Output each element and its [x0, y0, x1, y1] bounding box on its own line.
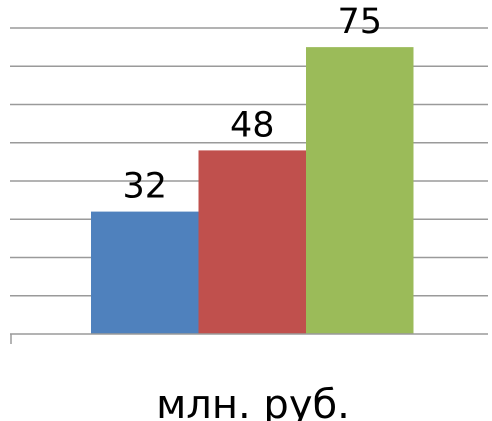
bar-3 — [306, 47, 414, 334]
bar-value-label-2: 48 — [230, 105, 275, 145]
bar-value-label-1: 32 — [122, 167, 167, 207]
value-labels: 32 48 75 — [122, 2, 382, 206]
bar-2 — [198, 150, 306, 334]
bar-value-label-3: 75 — [337, 2, 382, 42]
bar-1 — [91, 211, 199, 334]
x-axis-label: млн. руб. — [156, 382, 350, 421]
bars — [91, 47, 414, 334]
